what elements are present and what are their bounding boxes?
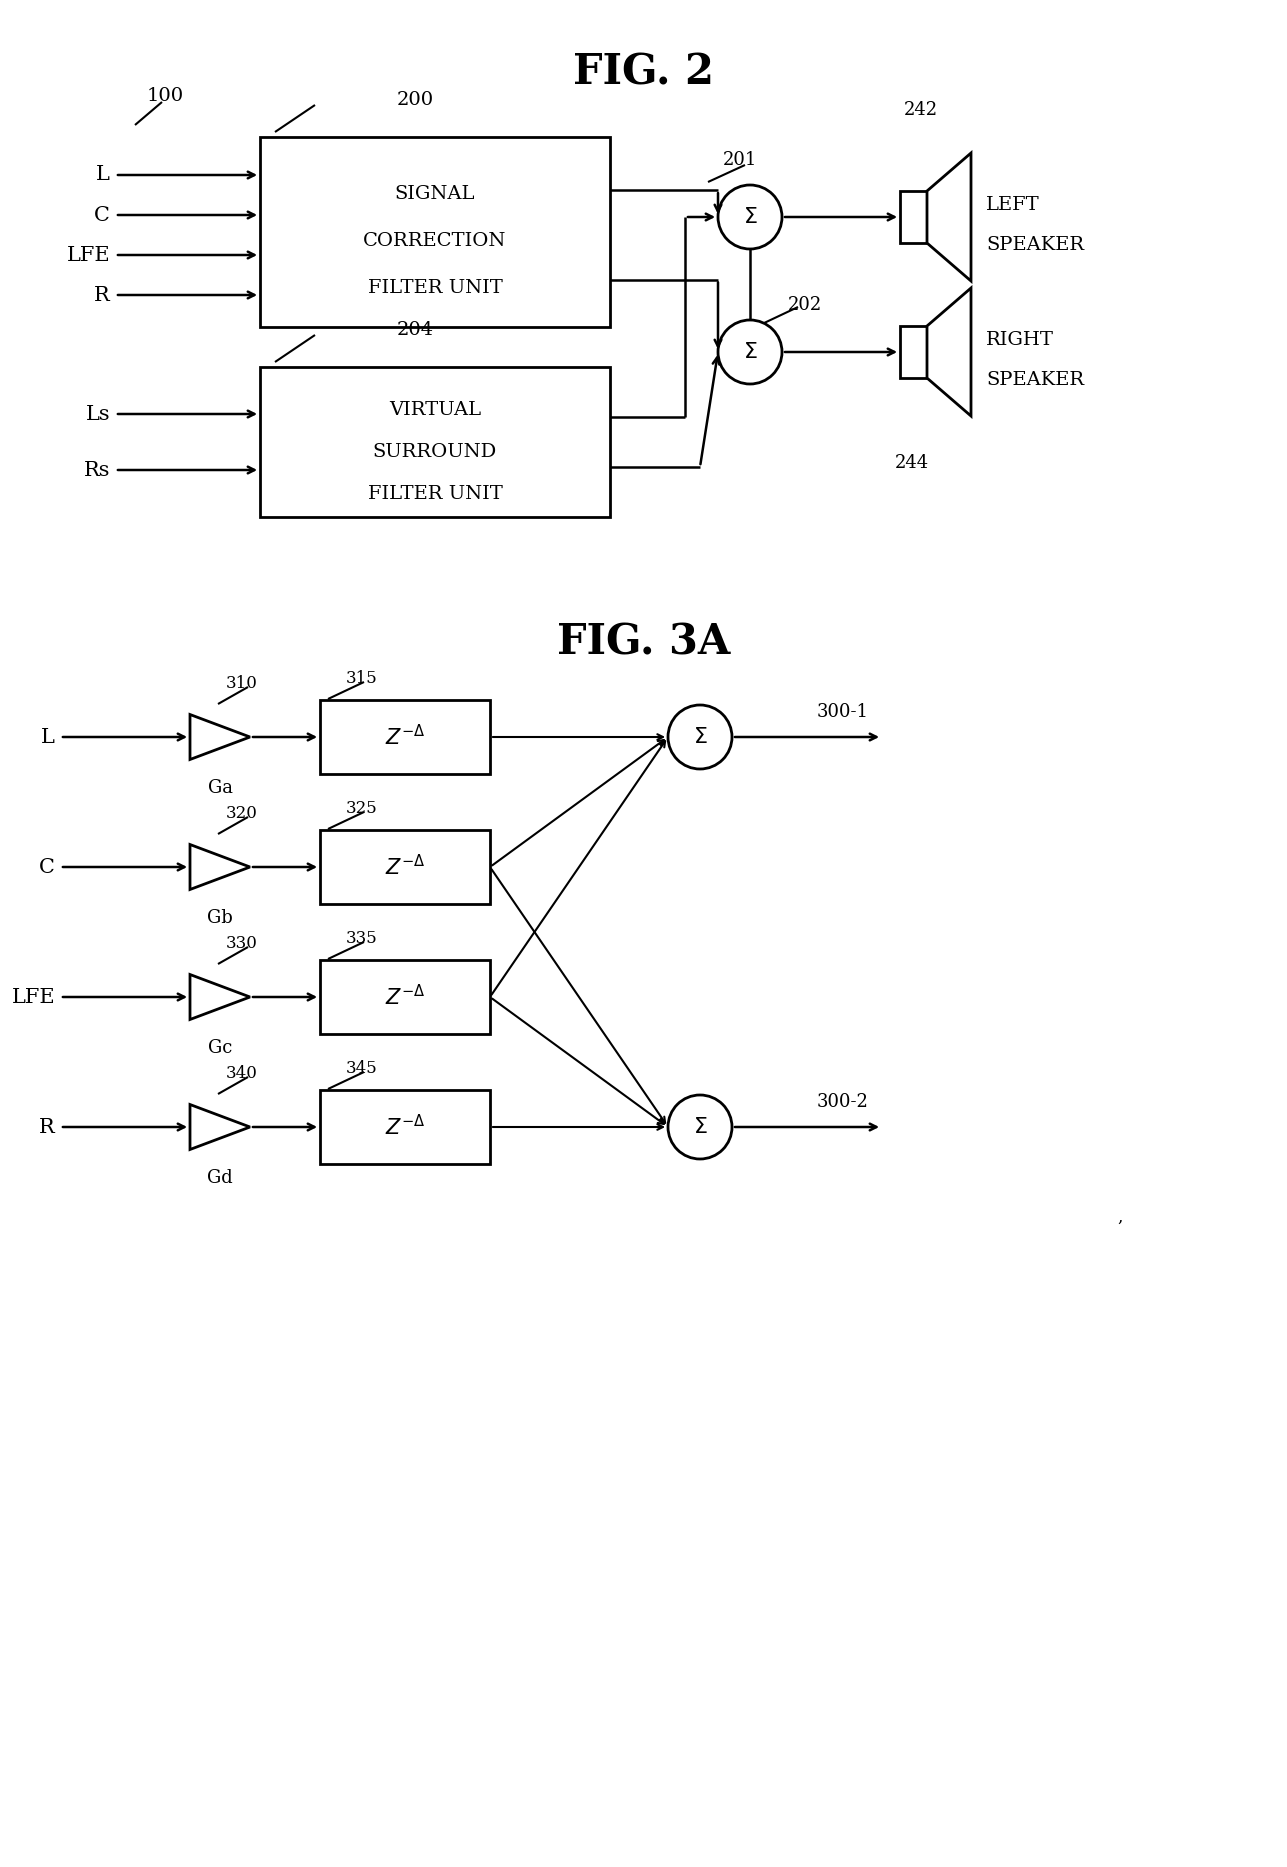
Bar	[900, 190, 927, 243]
Text: 202: 202	[788, 297, 822, 314]
Text: $Z^{-\Delta}$: $Z^{-\Delta}$	[385, 1115, 425, 1139]
Text: 325: 325	[346, 799, 378, 818]
Text: VIRTUAL: VIRTUAL	[389, 401, 481, 418]
Text: FIG. 3A: FIG. 3A	[557, 622, 730, 663]
Bar	[320, 960, 490, 1034]
Bar	[260, 368, 610, 517]
Text: SPEAKER: SPEAKER	[986, 372, 1084, 388]
Text: 340: 340	[227, 1064, 257, 1083]
Text: Gb: Gb	[207, 909, 233, 928]
Text: FILTER UNIT: FILTER UNIT	[368, 278, 502, 297]
Polygon shape	[190, 1105, 250, 1150]
Text: LFE: LFE	[67, 245, 109, 265]
Text: 330: 330	[227, 935, 257, 952]
Text: 345: 345	[346, 1060, 378, 1077]
Polygon shape	[927, 288, 970, 416]
Text: $\Sigma$: $\Sigma$	[692, 726, 708, 747]
Text: 300-2: 300-2	[817, 1092, 869, 1111]
Text: LEFT: LEFT	[986, 196, 1040, 215]
Bar	[900, 327, 927, 377]
Bar	[260, 136, 610, 327]
Text: $\Sigma$: $\Sigma$	[743, 207, 757, 228]
Text: SIGNAL: SIGNAL	[395, 185, 475, 204]
Text: $\Sigma$: $\Sigma$	[692, 1116, 708, 1137]
Text: $Z^{-\Delta}$: $Z^{-\Delta}$	[385, 855, 425, 879]
Text: Ls: Ls	[85, 405, 109, 424]
Text: R: R	[39, 1118, 55, 1137]
Text: 300-1: 300-1	[817, 704, 869, 721]
Text: RIGHT: RIGHT	[986, 330, 1054, 349]
Text: $\Sigma$: $\Sigma$	[743, 342, 757, 362]
Bar	[320, 1090, 490, 1163]
Text: Rs: Rs	[84, 461, 109, 480]
Text: LFE: LFE	[12, 988, 55, 1006]
Text: L: L	[41, 728, 55, 747]
Text: 200: 200	[396, 91, 434, 108]
Text: CORRECTION: CORRECTION	[363, 232, 507, 250]
Text: SPEAKER: SPEAKER	[986, 235, 1084, 254]
Bar	[320, 831, 490, 904]
Text: 310: 310	[227, 676, 257, 693]
Text: C: C	[39, 857, 55, 876]
Text: 204: 204	[396, 321, 434, 340]
Text: FILTER UNIT: FILTER UNIT	[368, 485, 502, 502]
Circle shape	[668, 706, 732, 769]
Text: FIG. 2: FIG. 2	[573, 50, 714, 93]
Text: Gd: Gd	[207, 1169, 233, 1187]
Circle shape	[718, 185, 782, 248]
Circle shape	[668, 1096, 732, 1159]
Bar	[320, 700, 490, 775]
Text: Gc: Gc	[207, 1040, 232, 1057]
Text: C: C	[94, 205, 109, 224]
Text: 201: 201	[723, 151, 757, 170]
Polygon shape	[190, 844, 250, 889]
Text: 335: 335	[346, 930, 378, 947]
Text: 242: 242	[903, 101, 938, 119]
Text: $Z^{-\Delta}$: $Z^{-\Delta}$	[385, 724, 425, 749]
Polygon shape	[190, 975, 250, 1019]
Text: ,: ,	[1117, 1208, 1122, 1225]
Text: 320: 320	[227, 805, 257, 821]
Polygon shape	[927, 153, 970, 282]
Circle shape	[718, 319, 782, 385]
Text: 244: 244	[894, 454, 929, 472]
Text: 100: 100	[147, 88, 184, 105]
Text: L: L	[97, 166, 109, 185]
Text: $Z^{-\Delta}$: $Z^{-\Delta}$	[385, 984, 425, 1010]
Text: Ga: Ga	[207, 779, 233, 797]
Text: R: R	[94, 286, 109, 304]
Text: 315: 315	[346, 670, 378, 687]
Polygon shape	[190, 715, 250, 760]
Text: SURROUND: SURROUND	[373, 442, 497, 461]
